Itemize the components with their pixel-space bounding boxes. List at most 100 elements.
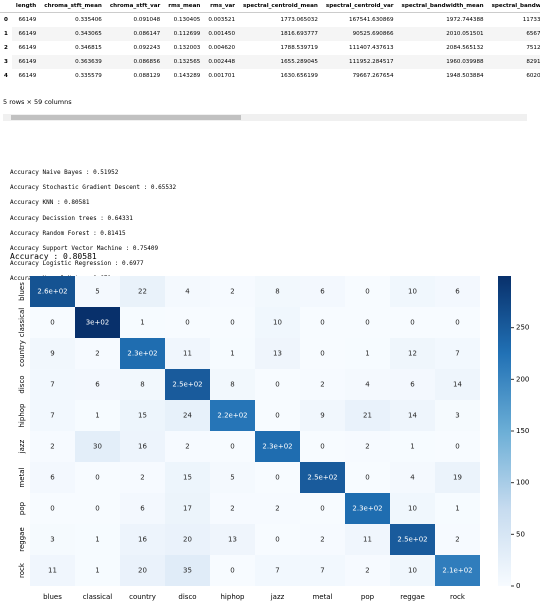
cell-label: 3e+02 <box>86 319 110 327</box>
row: 4 66149 0.335579 0.088129 0.143289 0.001701 16… <box>0 69 540 83</box>
cell: 1655.289045 <box>239 55 322 69</box>
cell-label: 10 <box>408 567 417 575</box>
cell: 0.092243 <box>133 45 161 51</box>
cell: 66149 <box>18 45 37 51</box>
cell-label: 0 <box>275 412 279 420</box>
dataframe: length chroma_stft_mean chroma_stft_var rms… <box>0 0 540 83</box>
row: 1 66149 0.343065 0.086147 0.112699 0.001450 18… <box>0 27 540 41</box>
cell: 4 <box>4 73 8 79</box>
cell-label: 5 <box>230 474 234 482</box>
cell: 0.112699 <box>164 27 205 41</box>
column-header: rms_mean <box>164 0 205 13</box>
cell-label: 1 <box>410 443 414 451</box>
cell: 66149 <box>18 17 37 23</box>
output-line: Accuracy Decission trees : 0.64331 <box>10 214 133 222</box>
cell: 90525.690866 <box>321 27 398 41</box>
heatmap-cell <box>300 338 345 369</box>
heatmap-cell <box>120 524 165 555</box>
column-header: rms_var <box>204 0 240 13</box>
heatmap-cell <box>345 276 390 307</box>
y-tick-label: disco <box>18 375 26 393</box>
heatmap-cell <box>255 555 300 586</box>
cell-label: 0 <box>320 505 324 513</box>
cell-label: 9 <box>50 350 54 358</box>
cell-label: 4 <box>185 288 190 296</box>
heatmap-cell <box>165 400 210 431</box>
cell-label: 12 <box>408 350 417 358</box>
scrollbar[interactable] <box>3 114 527 121</box>
cell: 0.132003 <box>173 45 201 51</box>
heatmap-cell <box>210 555 255 586</box>
heatmap-cell <box>75 462 120 493</box>
heatmap-cell <box>255 431 300 462</box>
heatmap-cell <box>435 400 480 431</box>
table: length chroma_stft_mean chroma_stft_var rms… <box>0 0 540 83</box>
cell-label: 15 <box>183 474 192 482</box>
cell: 66149 <box>11 55 41 69</box>
cell-label: 2 <box>95 350 99 358</box>
heatmap-cell <box>390 493 435 524</box>
heatmap-cell <box>255 493 300 524</box>
cell: 65671.87567 <box>487 27 540 41</box>
heatmap-cell <box>165 555 210 586</box>
cell-label: 0 <box>410 319 414 327</box>
heatmap-cell <box>300 462 345 493</box>
heatmap-cell <box>30 400 75 431</box>
x-tick-label: country <box>129 593 156 601</box>
colorbar-label: 250 <box>516 324 529 332</box>
cell-label: 6 <box>140 505 145 513</box>
heatmap-cell <box>255 462 300 493</box>
cell: 0.335579 <box>75 73 102 79</box>
scroll-thumb[interactable] <box>11 115 241 120</box>
cell: 75124.92171 <box>526 45 540 51</box>
cell: 1948.503884 <box>446 73 484 79</box>
cell-label: 0 <box>185 319 189 327</box>
cell: 0.003521 <box>208 17 236 23</box>
column-header: spectral_centroid_mean <box>239 0 322 13</box>
accuracy: Accuracy : 0.80581 <box>10 252 97 261</box>
heatmap-cell <box>390 431 435 462</box>
heatmap-cell <box>30 462 75 493</box>
heatmap-cell <box>255 369 300 400</box>
cell-label: 10 <box>273 319 282 327</box>
colorbar-label: 50 <box>516 530 525 538</box>
cell-label: 14 <box>453 381 462 389</box>
cell-label: 0 <box>455 443 459 451</box>
heatmap-cell <box>75 307 120 338</box>
heatmap-cell <box>255 524 300 555</box>
cell: 0.143289 <box>173 73 201 79</box>
heatmap-cell <box>390 524 435 555</box>
cell-label: 1 <box>140 319 144 327</box>
y-tick-label: classical <box>18 308 26 337</box>
heatmap-cell <box>210 276 255 307</box>
heatmap-cell <box>120 555 165 586</box>
cell-label: 0 <box>275 536 279 544</box>
cell: 0.132565 <box>164 55 205 69</box>
cell-label: 13 <box>228 536 237 544</box>
cell: 111952.284517 <box>321 55 398 69</box>
heatmap-cell <box>30 493 75 524</box>
cell-label: 0 <box>230 443 234 451</box>
heatmap-cell <box>300 431 345 462</box>
cell-label: 4 <box>365 381 370 389</box>
cell: 79667.267654 <box>352 73 394 79</box>
heatmap-cell <box>30 524 75 555</box>
column-header: chroma_stft_mean <box>40 0 106 13</box>
heatmap-cell <box>120 338 165 369</box>
heatmap-cell <box>30 307 75 338</box>
cell-label: 13 <box>273 350 282 358</box>
cell: 66149 <box>11 27 41 41</box>
cell: 1 <box>4 31 8 37</box>
cell-label: 10 <box>408 505 417 513</box>
heatmap-cell <box>120 369 165 400</box>
heatmap-cell <box>300 524 345 555</box>
heatmap-cell <box>300 276 345 307</box>
cell: 0.001450 <box>204 27 240 41</box>
heatmap-cell <box>435 369 480 400</box>
heatmap-cell <box>390 276 435 307</box>
heatmap-cell <box>345 462 390 493</box>
heatmap-cell <box>435 338 480 369</box>
cell-label: 0 <box>230 567 234 575</box>
cell-label: 6 <box>95 381 100 389</box>
